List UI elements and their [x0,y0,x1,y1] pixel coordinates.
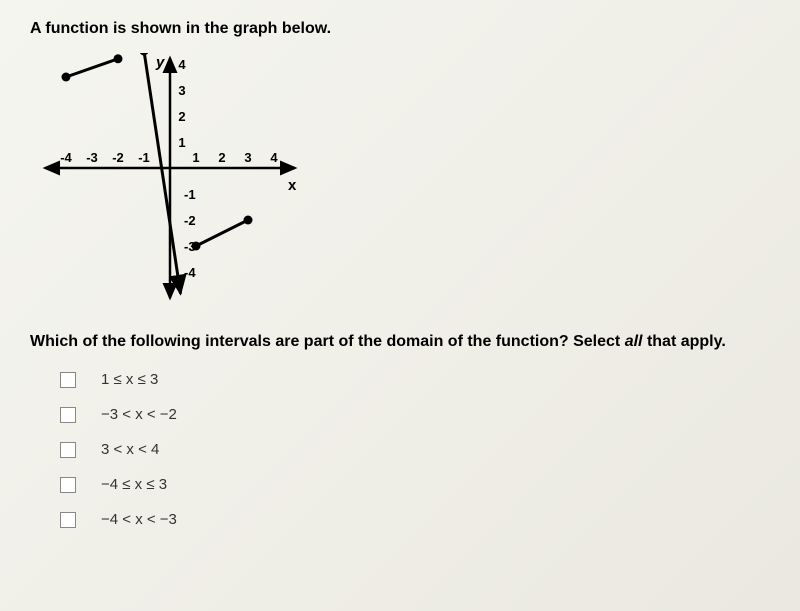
svg-text:y: y [155,54,165,71]
checkbox-1[interactable] [60,372,76,388]
question-text: Which of the following intervals are par… [30,333,770,351]
checkbox-3[interactable] [60,442,76,458]
option-label-1: 1 ≤ x ≤ 3 [101,371,158,388]
option-label-5: −4 < x < −3 [101,511,177,528]
checkbox-2[interactable] [60,407,76,423]
svg-text:-2: -2 [112,150,124,165]
option-3[interactable]: 3 < x < 4 [60,441,770,458]
options-list: 1 ≤ x ≤ 3 −3 < x < −2 3 < x < 4 −4 ≤ x ≤… [60,371,770,528]
svg-text:-3: -3 [86,150,98,165]
svg-text:3: 3 [244,150,251,165]
option-label-3: 3 < x < 4 [101,441,159,458]
option-label-4: −4 ≤ x ≤ 3 [101,476,167,493]
prompt-text: A function is shown in the graph below. [30,20,770,38]
option-5[interactable]: −4 < x < −3 [60,511,770,528]
svg-text:1: 1 [192,150,199,165]
question-emphasis: all [625,333,643,350]
svg-text:-1: -1 [138,150,150,165]
graph-container: -4-3-2-112344321-1-2-3-4yx [40,53,770,308]
option-4[interactable]: −4 ≤ x ≤ 3 [60,476,770,493]
question-suffix: that apply. [643,333,726,350]
function-graph: -4-3-2-112344321-1-2-3-4yx [40,53,300,303]
svg-text:x: x [288,177,297,194]
svg-text:4: 4 [178,57,186,72]
svg-text:2: 2 [218,150,225,165]
option-2[interactable]: −3 < x < −2 [60,406,770,423]
checkbox-4[interactable] [60,477,76,493]
question-prefix: Which of the following intervals are par… [30,333,625,350]
svg-text:2: 2 [178,109,185,124]
svg-text:-4: -4 [60,150,72,165]
option-1[interactable]: 1 ≤ x ≤ 3 [60,371,770,388]
svg-text:-2: -2 [184,213,196,228]
svg-text:-4: -4 [184,265,196,280]
svg-text:1: 1 [178,135,185,150]
checkbox-5[interactable] [60,512,76,528]
option-label-2: −3 < x < −2 [101,406,177,423]
svg-text:-1: -1 [184,187,196,202]
svg-text:3: 3 [178,83,185,98]
svg-text:4: 4 [270,150,278,165]
